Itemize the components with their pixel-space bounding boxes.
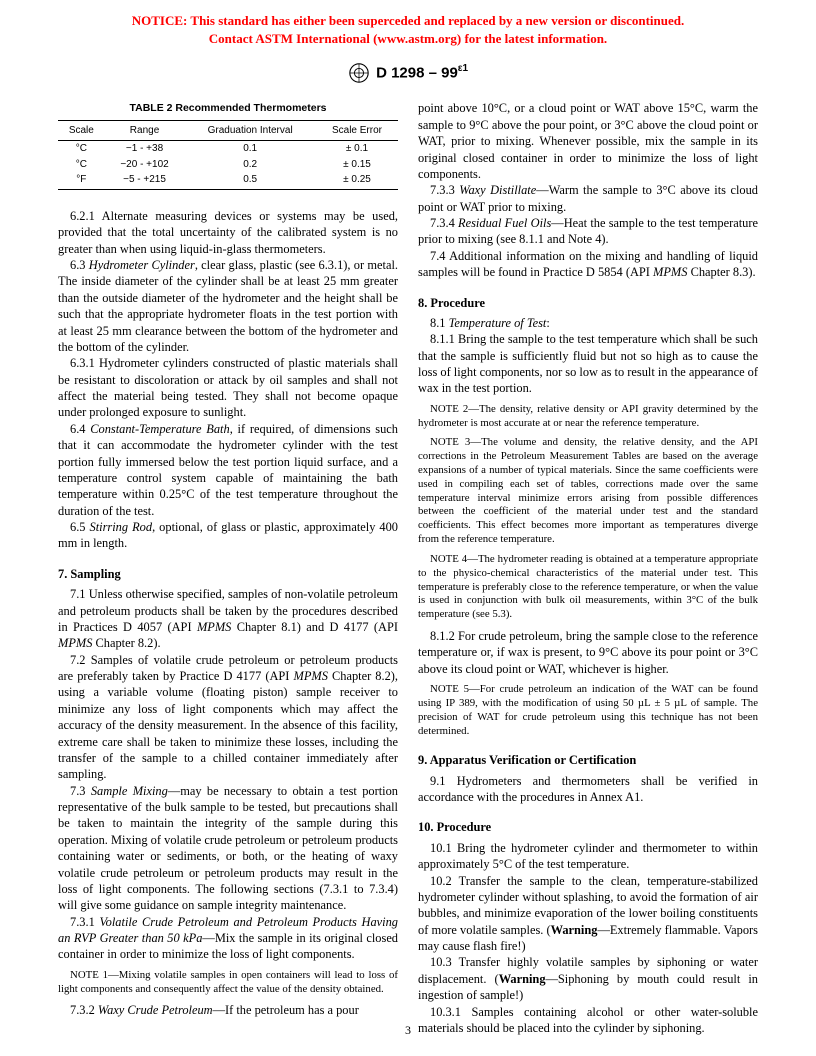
p-7.3.2b: point above 10°C, or a cloud point or WA… — [418, 100, 758, 182]
right-column: point above 10°C, or a cloud point or WA… — [418, 100, 758, 1036]
p-10.3: 10.3 Transfer highly volatile samples by… — [418, 954, 758, 1003]
p-8.1.1: 8.1.1 Bring the sample to the test tempe… — [418, 331, 758, 397]
page-number: 3 — [0, 1023, 816, 1038]
th-range: Range — [105, 121, 185, 141]
notice-banner: NOTICE: This standard has either been su… — [0, 0, 816, 54]
doc-suffix: ε1 — [458, 63, 468, 74]
notice-line1: NOTICE: This standard has either been su… — [132, 13, 684, 28]
th-scale: Scale — [58, 121, 105, 141]
p-8.1.2: 8.1.2 For crude petroleum, bring the sam… — [418, 628, 758, 677]
p-6.4: 6.4 Constant-Temperature Bath, if requir… — [58, 421, 398, 519]
p-10.1: 10.1 Bring the hydrometer cylinder and t… — [418, 840, 758, 873]
table-row: °F −5 - +215 0.5 ± 0.25 — [58, 172, 398, 190]
note-5: NOTE 5—For crude petroleum an indication… — [418, 683, 758, 738]
document-header: D 1298 – 99ε1 — [0, 62, 816, 84]
p-7.4: 7.4 Additional information on the mixing… — [418, 248, 758, 281]
notice-line2: Contact ASTM International (www.astm.org… — [209, 31, 607, 46]
astm-logo-icon — [348, 62, 370, 84]
th-grad: Graduation Interval — [184, 121, 316, 141]
p-7.3.4: 7.3.4 Residual Fuel Oils—Heat the sample… — [418, 215, 758, 248]
section-8: 8. Procedure — [418, 295, 758, 311]
left-column: TABLE 2 Recommended Thermometers Scale R… — [58, 100, 398, 1036]
p-6.5: 6.5 Stirring Rod, optional, of glass or … — [58, 519, 398, 552]
note-1: NOTE 1—Mixing volatile samples in open c… — [58, 969, 398, 997]
p-7.3.2a: 7.3.2 Waxy Crude Petroleum—If the petrol… — [58, 1002, 398, 1018]
p-7.3.1: 7.3.1 Volatile Crude Petroleum and Petro… — [58, 914, 398, 963]
section-9: 9. Apparatus Verification or Certificati… — [418, 752, 758, 768]
p-6.2.1: 6.2.1 Alternate measuring devices or sys… — [58, 208, 398, 257]
p-7.2: 7.2 Samples of volatile crude petroleum … — [58, 652, 398, 783]
two-column-content: TABLE 2 Recommended Thermometers Scale R… — [0, 100, 816, 1056]
section-10: 10. Procedure — [418, 819, 758, 835]
table-row: °C −20 - +102 0.2 ± 0.15 — [58, 157, 398, 172]
p-6.3: 6.3 Hydrometer Cylinder, clear glass, pl… — [58, 257, 398, 355]
p-6.3.1: 6.3.1 Hydrometer cylinders constructed o… — [58, 355, 398, 421]
table2: Scale Range Graduation Interval Scale Er… — [58, 120, 398, 190]
p-10.2: 10.2 Transfer the sample to the clean, t… — [418, 873, 758, 955]
p-8.1: 8.1 Temperature of Test: — [418, 315, 758, 331]
p-7.3: 7.3 Sample Mixing—may be necessary to ob… — [58, 783, 398, 914]
p-7.1: 7.1 Unless otherwise specified, samples … — [58, 586, 398, 652]
th-err: Scale Error — [316, 121, 398, 141]
table2-title: TABLE 2 Recommended Thermometers — [58, 102, 398, 116]
section-7: 7. Sampling — [58, 566, 398, 582]
note-2: NOTE 2—The density, relative density or … — [418, 403, 758, 431]
doc-number: D 1298 – 99 — [376, 65, 458, 82]
note-4: NOTE 4—The hydrometer reading is obtaine… — [418, 553, 758, 622]
table-row: °C −1 - +38 0.1 ± 0.1 — [58, 141, 398, 157]
p-9.1: 9.1 Hydrometers and thermometers shall b… — [418, 773, 758, 806]
note-3: NOTE 3—The volume and density, the relat… — [418, 436, 758, 547]
p-7.3.3: 7.3.3 Waxy Distillate—Warm the sample to… — [418, 182, 758, 215]
